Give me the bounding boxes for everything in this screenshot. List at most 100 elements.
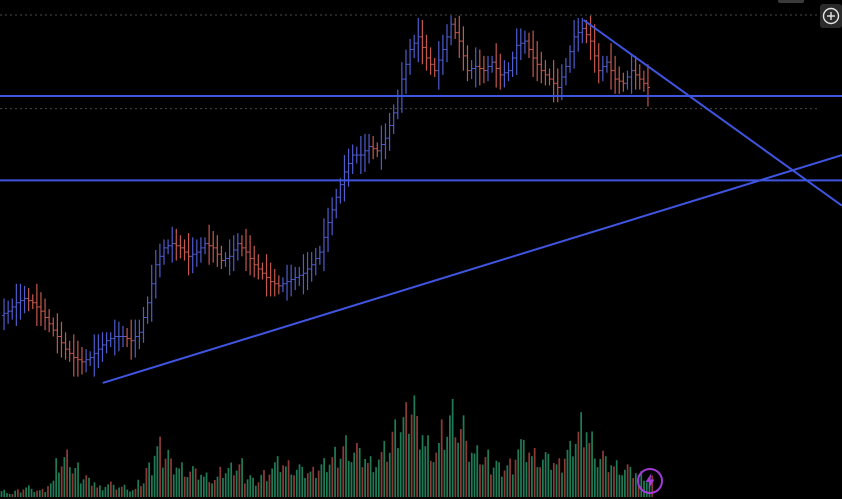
volume-bar xyxy=(142,483,145,497)
volume-bar xyxy=(410,414,413,497)
volume-bar xyxy=(200,474,202,497)
volume-bar xyxy=(353,452,356,497)
volume-bar xyxy=(388,452,391,497)
volume-bar xyxy=(481,464,484,497)
indicator-button[interactable] xyxy=(636,467,664,495)
volume-bar xyxy=(284,466,287,497)
volume-bar xyxy=(561,472,563,497)
volume-bar xyxy=(317,470,320,497)
volume-bar xyxy=(148,462,151,497)
volume-bar xyxy=(222,477,224,497)
volume-bar xyxy=(260,474,263,497)
volume-bar xyxy=(449,415,451,497)
lightning-icon xyxy=(637,468,663,494)
volume-bar xyxy=(345,435,347,497)
volume-bar xyxy=(566,449,569,497)
volume-bar xyxy=(470,452,473,497)
volume-bar xyxy=(336,467,339,497)
volume-bar xyxy=(0,491,3,497)
volume-bar xyxy=(531,456,533,497)
volume-bar xyxy=(498,462,500,497)
volume-bar xyxy=(634,473,637,497)
zoom-button[interactable] xyxy=(820,4,842,28)
volume-bar xyxy=(279,472,282,497)
volume-bar xyxy=(101,490,104,497)
volume-bar xyxy=(151,475,153,497)
volume-bar xyxy=(104,487,107,497)
volume-bar xyxy=(563,458,566,497)
volume-bar xyxy=(610,465,613,497)
volume-bar xyxy=(408,433,410,497)
volume-bar xyxy=(227,467,230,497)
volume-bar xyxy=(161,467,164,497)
volume-bar xyxy=(503,470,506,497)
volume-bar xyxy=(186,477,189,497)
volume-bar xyxy=(170,458,172,497)
volume-bar xyxy=(424,446,427,497)
volume-bar xyxy=(326,472,328,497)
volume-bar xyxy=(528,452,531,497)
volume-bar xyxy=(254,485,257,497)
volume-bar xyxy=(241,458,243,497)
volume-bar xyxy=(88,477,90,497)
volume-bar xyxy=(484,457,487,497)
volume-bar xyxy=(342,446,345,497)
volume-bar xyxy=(552,463,555,497)
volume-bar xyxy=(71,473,74,497)
candlesticks xyxy=(2,15,650,377)
volume-bar xyxy=(38,490,41,497)
volume-bar xyxy=(79,483,82,497)
volume-bar xyxy=(416,416,418,497)
volume-bar xyxy=(82,479,85,497)
volume-bar xyxy=(246,479,249,497)
volume-bar xyxy=(11,494,14,497)
volume-bar xyxy=(118,487,120,497)
volume-bar xyxy=(167,449,170,497)
volume-bar xyxy=(197,479,200,497)
volume-bar xyxy=(438,443,440,497)
volume-bar xyxy=(593,458,596,497)
volume-bar xyxy=(454,437,457,497)
volume-bar xyxy=(364,458,367,497)
volume-bar xyxy=(153,455,156,497)
volume-bar xyxy=(263,470,265,497)
volume-bar xyxy=(429,460,432,497)
volume-bar xyxy=(257,482,260,497)
volume-bar xyxy=(159,436,161,497)
volume-bar xyxy=(306,473,309,497)
volume-bar xyxy=(377,459,380,497)
volume-bar xyxy=(85,475,88,497)
volume-bar xyxy=(506,465,509,497)
volume-bar xyxy=(238,464,241,497)
volume-bar xyxy=(55,458,58,497)
volume-bar xyxy=(49,483,52,497)
volume-bars xyxy=(0,395,654,497)
drawn-lines[interactable] xyxy=(0,19,842,384)
volume-bar xyxy=(298,464,301,497)
volume-bar xyxy=(645,482,648,497)
volume-bar xyxy=(492,467,495,497)
volume-bar xyxy=(517,449,520,497)
volume-bar xyxy=(156,446,159,497)
volume-bar xyxy=(93,482,96,497)
volume-bar xyxy=(550,469,552,497)
volume-bar xyxy=(386,461,388,497)
volume-bar xyxy=(8,494,11,497)
volume-bar xyxy=(547,453,550,497)
volume-bar xyxy=(276,456,279,497)
volume-bar xyxy=(421,435,424,497)
volume-bar xyxy=(115,489,118,497)
volume-bar xyxy=(626,464,629,497)
volume-bar xyxy=(295,469,298,497)
volume-bar xyxy=(315,477,317,497)
volume-bar xyxy=(68,467,71,497)
volume-bar xyxy=(192,466,194,497)
volume-bar xyxy=(577,431,580,497)
volume-bar xyxy=(25,487,27,497)
volume-bar xyxy=(479,464,481,497)
volume-bar xyxy=(224,473,227,497)
top-panel-tab[interactable] xyxy=(778,0,804,3)
volume-bar xyxy=(202,476,205,497)
volume-bar xyxy=(413,395,416,497)
